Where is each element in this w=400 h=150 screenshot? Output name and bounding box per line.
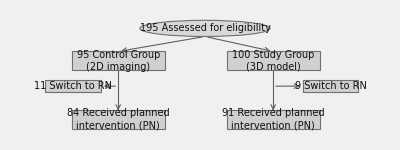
FancyBboxPatch shape [72,110,165,129]
Ellipse shape [140,20,270,36]
FancyBboxPatch shape [45,80,101,92]
Text: 84 Received planned
intervention (PN): 84 Received planned intervention (PN) [67,108,170,131]
FancyBboxPatch shape [303,80,358,92]
FancyBboxPatch shape [227,51,320,70]
Text: 195 Assessed for eligibility: 195 Assessed for eligibility [140,23,270,33]
Text: 9 Switch to RN: 9 Switch to RN [295,81,366,91]
Text: 91 Received planned
intervention (PN): 91 Received planned intervention (PN) [222,108,324,131]
FancyBboxPatch shape [227,110,320,129]
Text: 11 Switch to RN: 11 Switch to RN [34,81,112,91]
FancyBboxPatch shape [72,51,165,70]
Text: 100 Study Group
(3D model): 100 Study Group (3D model) [232,50,314,72]
Text: 95 Control Group
(2D imaging): 95 Control Group (2D imaging) [76,50,160,72]
